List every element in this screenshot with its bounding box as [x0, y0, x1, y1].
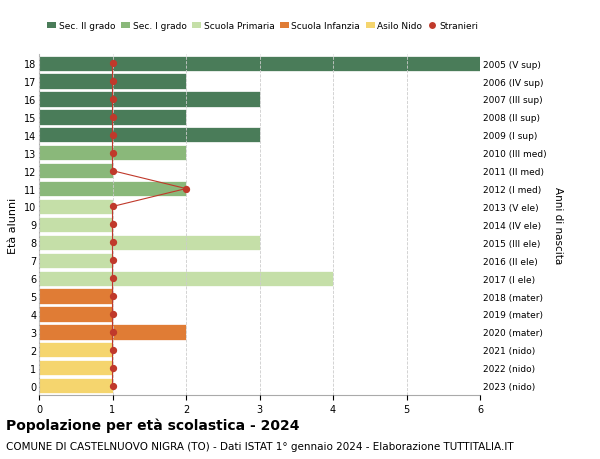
Bar [39, 289, 113, 304]
Point [108, 150, 118, 157]
Bar [39, 253, 113, 268]
Bar [39, 128, 260, 143]
Bar [39, 56, 480, 72]
Point [108, 347, 118, 354]
Point [108, 168, 118, 175]
Y-axis label: Età alunni: Età alunni [8, 197, 18, 253]
Point [181, 185, 191, 193]
Point [108, 221, 118, 229]
Point [108, 78, 118, 85]
Bar [39, 164, 113, 179]
Bar [39, 217, 113, 233]
Point [108, 114, 118, 121]
Y-axis label: Anni di nascita: Anni di nascita [553, 186, 563, 263]
Point [108, 329, 118, 336]
Legend: Sec. II grado, Sec. I grado, Scuola Primaria, Scuola Infanzia, Asilo Nido, Stran: Sec. II grado, Sec. I grado, Scuola Prim… [44, 19, 482, 35]
Text: COMUNE DI CASTELNUOVO NIGRA (TO) - Dati ISTAT 1° gennaio 2024 - Elaborazione TUT: COMUNE DI CASTELNUOVO NIGRA (TO) - Dati … [6, 441, 514, 451]
Bar [39, 342, 113, 358]
Bar [39, 146, 186, 161]
Bar [39, 307, 113, 322]
Point [108, 60, 118, 67]
Bar [39, 199, 113, 215]
Bar [39, 271, 333, 286]
Point [108, 132, 118, 139]
Bar [39, 92, 260, 107]
Point [108, 364, 118, 372]
Point [108, 311, 118, 318]
Bar [39, 110, 186, 125]
Point [108, 257, 118, 264]
Point [108, 203, 118, 211]
Point [108, 239, 118, 246]
Text: Popolazione per età scolastica - 2024: Popolazione per età scolastica - 2024 [6, 418, 299, 432]
Bar [39, 360, 113, 375]
Bar [39, 235, 260, 251]
Point [108, 96, 118, 103]
Bar [39, 378, 113, 393]
Bar [39, 182, 186, 197]
Point [108, 293, 118, 300]
Bar [39, 325, 186, 340]
Point [108, 382, 118, 390]
Bar [39, 74, 186, 90]
Point [108, 275, 118, 282]
